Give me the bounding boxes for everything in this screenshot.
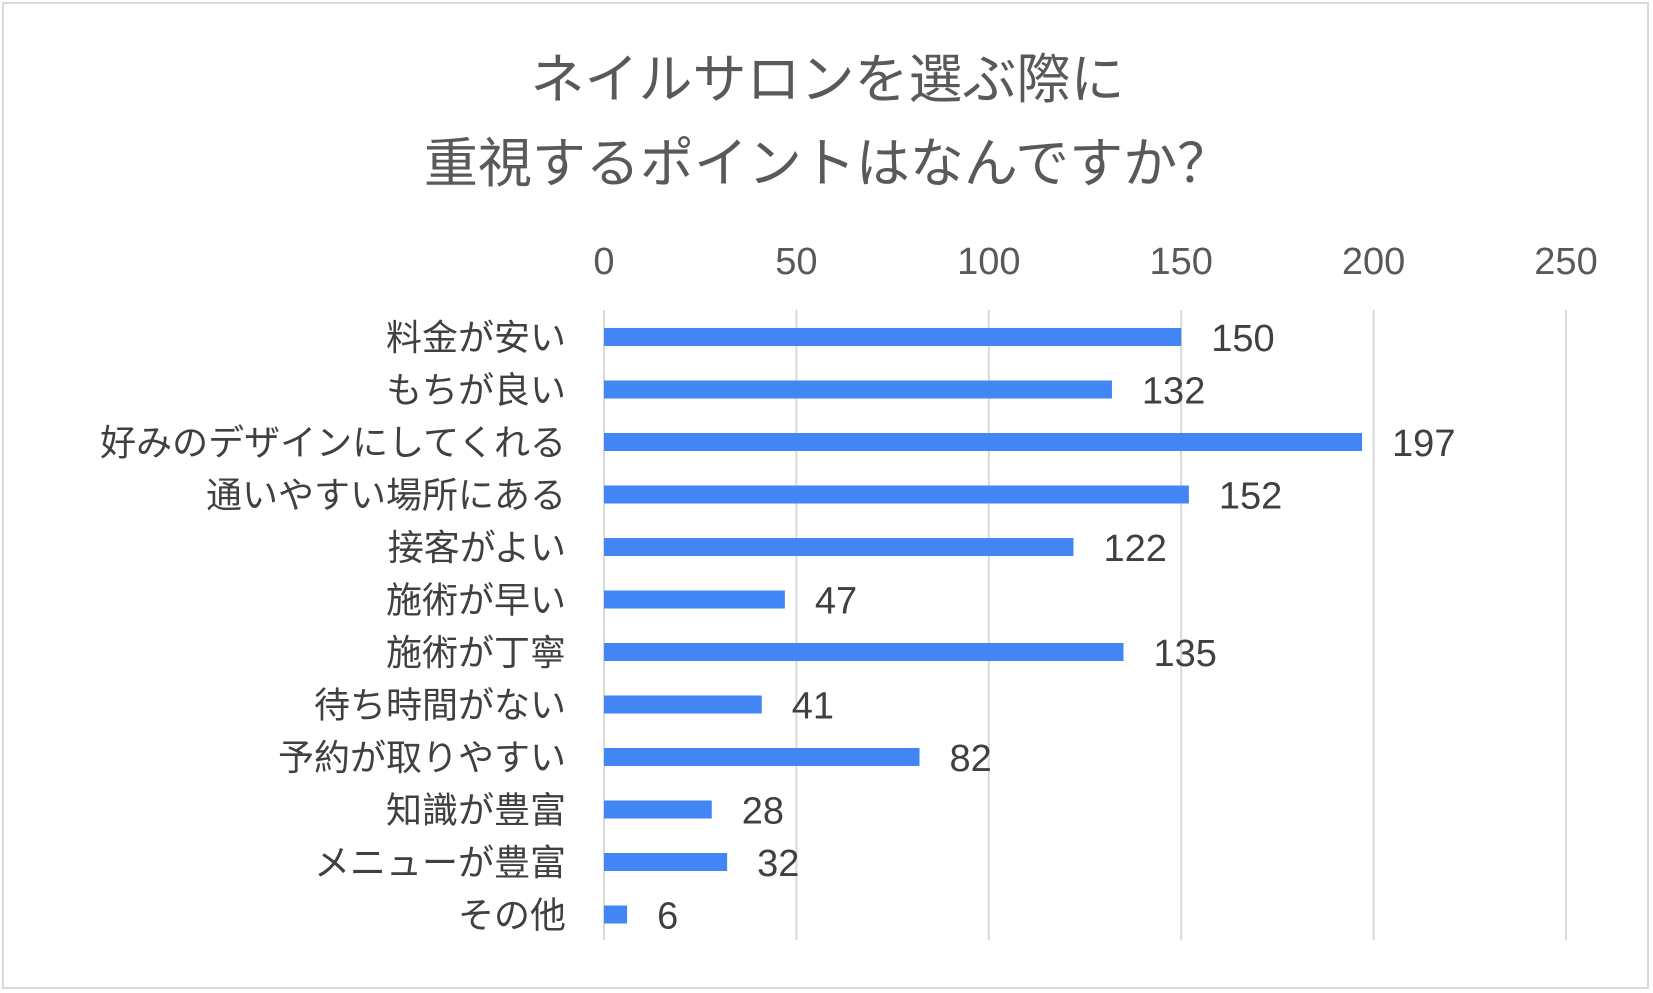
category-label-3: 通いやすい場所にある [206,476,566,517]
category-label-4: 接客がよい [388,528,566,569]
bar-3 [604,485,1189,504]
category-label-6: 施術が丁寧 [386,633,566,674]
data-label-7: 41 [792,686,834,728]
tick-label-3: 150 [1149,241,1212,283]
bar-8 [604,748,920,766]
bar-2 [604,433,1363,451]
category-label-7: 待ち時間がない [314,686,566,727]
tick-label-0: 0 [593,241,614,283]
category-label-10: メニューが豊富 [314,843,566,884]
data-label-2: 197 [1392,423,1455,465]
tick-label-1: 50 [775,241,817,283]
bar-7 [604,695,762,714]
data-label-0: 150 [1211,318,1274,360]
tick-label-5: 250 [1534,241,1597,283]
tick-labels: 0 50 100 150 200 250 [593,241,1597,283]
bar-4 [604,538,1074,556]
gridlines [603,310,1567,940]
category-label-9: 知識が豊富 [386,791,566,832]
data-label-1: 132 [1142,371,1205,413]
tick-label-2: 100 [957,241,1020,283]
bar-10 [604,853,728,871]
bar-6 [604,643,1124,661]
bar-0 [604,328,1182,346]
category-label-11: その他 [458,896,566,937]
bar-11 [604,905,628,924]
chart-title: ネイルサロンを選ぶ際に 重視するポイントはなんですか？ [423,48,1232,195]
category-label-8: 予約が取りやすい [278,738,566,779]
category-label-5: 施術が早い [386,581,566,622]
category-label-0: 料金が安い [386,318,566,359]
data-label-10: 32 [757,843,799,885]
data-label-3: 152 [1219,476,1282,518]
data-label-9: 28 [742,791,784,833]
data-label-5: 47 [815,581,857,623]
category-label-2: 好みのデザインにしてくれる [100,423,566,464]
tick-label-4: 200 [1342,241,1405,283]
bar-9 [604,800,712,819]
data-label-6: 135 [1153,633,1216,675]
data-label-4: 122 [1103,528,1166,570]
data-label-11: 6 [657,896,678,938]
category-labels: 料金が安いもちが良い好みのデザインにしてくれる通いやすい場所にある接客がよい施術… [100,318,566,937]
bar-5 [604,590,785,609]
bar-1 [604,380,1112,399]
data-label-8: 82 [950,738,992,780]
bars [604,328,1363,924]
category-label-1: もちが良い [386,371,566,412]
